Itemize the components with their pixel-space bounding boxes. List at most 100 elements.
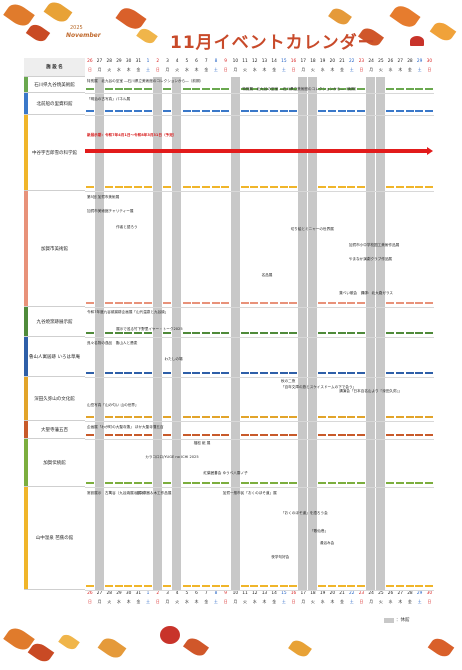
- legend: ：休館: [384, 617, 410, 623]
- day-number: 21: [339, 591, 345, 596]
- event-label: 加賀市美術館チャリティー展: [87, 209, 134, 213]
- timeline-segment: [318, 585, 327, 587]
- row-divider: [85, 377, 434, 378]
- day-number: 19: [319, 591, 326, 596]
- weekday-label: 火: [175, 67, 180, 72]
- timeline-segment: [211, 434, 220, 436]
- timeline-segment: [425, 372, 434, 374]
- day-number: 30: [125, 59, 132, 64]
- weekday-label: 金: [136, 599, 141, 604]
- weekday-label: 金: [408, 599, 412, 604]
- weekday-label: 日: [427, 67, 432, 72]
- weekday-label: 日: [223, 599, 228, 604]
- day-header: 20 木: [328, 58, 338, 77]
- day-number: 23: [358, 59, 365, 64]
- weekday-label: 土: [417, 67, 422, 72]
- weekday-label: 火: [378, 599, 383, 604]
- facility-label: 加賀伝統館: [24, 439, 85, 487]
- day-number: 15: [281, 59, 287, 64]
- timeline-segment: [279, 434, 288, 436]
- timeline-segment: [347, 302, 356, 304]
- timeline-segment: [221, 88, 230, 90]
- day-number: 26: [87, 59, 93, 64]
- weekday-label: 土: [281, 67, 286, 72]
- weekday-label: 火: [311, 599, 315, 604]
- day-number: 13: [261, 591, 268, 596]
- timeline-segment: [85, 332, 94, 334]
- closed-swatch: [384, 617, 394, 623]
- timeline-segment: [221, 110, 230, 112]
- timeline-segment: [347, 88, 356, 90]
- timeline-segment: [104, 332, 113, 334]
- weekday-label: 火: [107, 599, 112, 604]
- weekday-label: 日: [291, 599, 296, 604]
- timeline-segment: [201, 332, 210, 334]
- timeline-segment: [114, 302, 123, 304]
- weekday-label: 月: [301, 67, 306, 72]
- timeline-segment: [114, 332, 123, 334]
- timeline-segment: [240, 332, 249, 334]
- weekday-label: 水: [320, 599, 325, 604]
- timeline-segment: [201, 372, 210, 374]
- day-header: 16 日: [289, 58, 299, 77]
- timeline-segment: [357, 110, 366, 112]
- day-number: 20: [329, 59, 336, 64]
- weekday-label: 木: [262, 599, 267, 604]
- timeline-segment: [328, 482, 337, 484]
- weekday-label: 月: [233, 67, 238, 72]
- day-number: 16: [290, 59, 297, 64]
- timeline-segment: [347, 332, 356, 334]
- event-label: 切り絵とミニャーの世界展: [290, 227, 334, 231]
- timeline-segment: [425, 585, 434, 587]
- maple-leaf-icon: [136, 25, 158, 47]
- timeline-segment: [143, 186, 152, 188]
- timeline-segment: [269, 110, 278, 112]
- day-header: 24 月: [366, 58, 376, 77]
- timeline-segment: [163, 482, 172, 484]
- timeline-segment: [240, 186, 249, 188]
- timeline-segment: [134, 434, 143, 436]
- timeline-segment: [425, 186, 434, 188]
- timeline-segment: [192, 110, 201, 112]
- weekday-label: 土: [349, 599, 354, 604]
- timeline-segment: [192, 482, 201, 484]
- timeline-segment: [124, 585, 133, 587]
- timeline-segment: [240, 482, 249, 484]
- event-label: 山中漆器＆木工作品展: [135, 491, 172, 495]
- timeline-segment: [425, 332, 434, 334]
- timeline-segment: [279, 186, 288, 188]
- day-number: 26: [387, 59, 394, 64]
- maple-leaf-icon: [328, 5, 352, 28]
- day-header: 17 月: [298, 58, 308, 77]
- timeline-segment: [124, 482, 133, 484]
- timeline-segment: [260, 186, 269, 188]
- timeline-segment: [163, 372, 172, 374]
- day-header: 29 水: [114, 58, 124, 77]
- timeline-segment: [143, 110, 152, 112]
- timeline-segment: [143, 482, 152, 484]
- day-header: 27 木: [395, 58, 405, 77]
- timeline-segment: [337, 110, 346, 112]
- timeline-segment: [143, 88, 152, 90]
- facility-color-bar: [24, 77, 28, 92]
- facility-color-bar: [24, 307, 28, 336]
- timeline-segment: [114, 186, 123, 188]
- facility-label: 中谷宇吉郎雪の科学館: [24, 115, 85, 191]
- day-number: 2: [156, 59, 160, 64]
- day-number: 26: [87, 591, 93, 596]
- timeline-segment: [279, 482, 288, 484]
- timeline-segment: [250, 302, 259, 304]
- day-header: 18 火: [308, 58, 318, 77]
- weekday-label: 水: [252, 599, 257, 604]
- timeline-segment: [182, 434, 191, 436]
- day-number: 10: [232, 591, 239, 596]
- timeline-segment: [347, 434, 356, 436]
- day-number: 24: [368, 59, 374, 64]
- timeline-segment: [386, 372, 395, 374]
- timeline-segment: [269, 372, 278, 374]
- timeline-segment: [405, 302, 414, 304]
- timeline-segment: [357, 302, 366, 304]
- timeline-segment: [124, 110, 133, 112]
